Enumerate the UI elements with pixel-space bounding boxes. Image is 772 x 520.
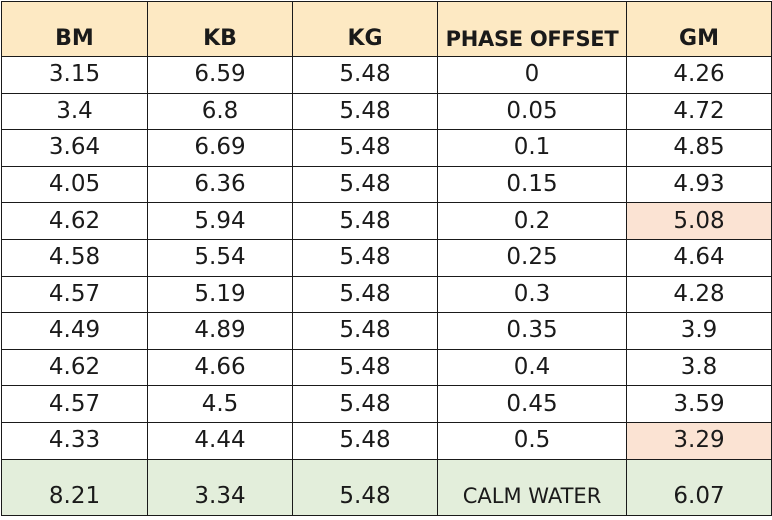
cell-phase-offset: 0.1 bbox=[437, 129, 627, 167]
cell-bm: 4.62 bbox=[1, 202, 148, 240]
cell-kg: 5.48 bbox=[292, 421, 438, 460]
cell-phase-offset: 0.5 bbox=[437, 421, 627, 460]
table-row: 4.05 6.36 5.48 0.15 4.93 bbox=[1, 165, 772, 204]
cell-phase-offset: 0 bbox=[437, 56, 627, 94]
cell-kb: 4.66 bbox=[147, 348, 293, 387]
cell-kb: 4.44 bbox=[147, 421, 293, 460]
cell-gm: 3.9 bbox=[626, 312, 772, 350]
cell-kb: 4.5 bbox=[147, 385, 293, 423]
table-row: 3.4 6.8 5.48 0.05 4.72 bbox=[1, 92, 772, 131]
cell-kg: 5.48 bbox=[292, 165, 438, 204]
cell-gm: 3.8 bbox=[626, 348, 772, 387]
cell-bm: 3.15 bbox=[1, 56, 148, 94]
table-body: 3.15 6.59 5.48 0 4.26 3.4 6.8 5.48 0.05 4.72 3.64 6… bbox=[1, 56, 772, 460]
cell-phase-offset: 0.35 bbox=[437, 312, 627, 350]
cell-kb: 6.36 bbox=[147, 165, 293, 204]
table-row: 4.58 5.54 5.48 0.25 4.64 bbox=[1, 238, 772, 277]
cell-kg: 5.48 bbox=[292, 348, 438, 387]
cell-kg: 5.48 bbox=[292, 92, 438, 131]
cell-kb: 6.59 bbox=[147, 56, 293, 94]
cell-bm: 4.57 bbox=[1, 385, 148, 423]
cell-bm: 4.58 bbox=[1, 238, 148, 277]
table-header: BM KB KG PHASE OFFSET GM bbox=[1, 1, 772, 57]
cell-phase-offset: 0.15 bbox=[437, 165, 627, 204]
table-row: 4.49 4.89 5.48 0.35 3.9 bbox=[1, 312, 772, 350]
cell-bm: 4.49 bbox=[1, 312, 148, 350]
footer-kb: 3.34 bbox=[147, 458, 293, 516]
cell-phase-offset: 0.4 bbox=[437, 348, 627, 387]
cell-gm: 3.59 bbox=[626, 385, 772, 423]
table-row: 3.15 6.59 5.48 0 4.26 bbox=[1, 56, 772, 94]
cell-bm: 4.33 bbox=[1, 421, 148, 460]
header-phase-offset: PHASE OFFSET bbox=[437, 1, 627, 57]
table-row: 4.57 4.5 5.48 0.45 3.59 bbox=[1, 385, 772, 423]
header-kg: KG bbox=[292, 1, 438, 57]
cell-kb: 4.89 bbox=[147, 312, 293, 350]
cell-gm: 3.29 bbox=[626, 421, 772, 460]
table-row: 4.57 5.19 5.48 0.3 4.28 bbox=[1, 275, 772, 314]
cell-kg: 5.48 bbox=[292, 56, 438, 94]
cell-phase-offset: 0.05 bbox=[437, 92, 627, 131]
cell-bm: 3.4 bbox=[1, 92, 148, 131]
cell-kg: 5.48 bbox=[292, 238, 438, 277]
cell-kg: 5.48 bbox=[292, 312, 438, 350]
footer-kg: 5.48 bbox=[292, 458, 438, 516]
header-row: BM KB KG PHASE OFFSET GM bbox=[1, 1, 772, 57]
cell-kg: 5.48 bbox=[292, 202, 438, 240]
cell-gm: 4.72 bbox=[626, 92, 772, 131]
table-row: 4.62 4.66 5.48 0.4 3.8 bbox=[1, 348, 772, 387]
cell-gm: 4.93 bbox=[626, 165, 772, 204]
cell-kb: 6.69 bbox=[147, 129, 293, 167]
cell-gm: 4.85 bbox=[626, 129, 772, 167]
table-row: 3.64 6.69 5.48 0.1 4.85 bbox=[1, 129, 772, 167]
cell-gm: 4.28 bbox=[626, 275, 772, 314]
cell-kg: 5.48 bbox=[292, 275, 438, 314]
header-bm: BM bbox=[1, 1, 148, 57]
footer-phase-label: CALM WATER bbox=[437, 458, 627, 516]
cell-bm: 4.05 bbox=[1, 165, 148, 204]
cell-kb: 5.19 bbox=[147, 275, 293, 314]
cell-kg: 5.48 bbox=[292, 385, 438, 423]
bottom-band bbox=[0, 515, 772, 519]
cell-phase-offset: 0.25 bbox=[437, 238, 627, 277]
cell-kb: 6.8 bbox=[147, 92, 293, 131]
cell-phase-offset: 0.45 bbox=[437, 385, 627, 423]
calm-water-row: 8.21 3.34 5.48 CALM WATER 6.07 bbox=[1, 458, 772, 516]
footer-bm: 8.21 bbox=[1, 458, 148, 516]
table-row: 4.33 4.44 5.48 0.5 3.29 bbox=[1, 421, 772, 460]
cell-bm: 4.62 bbox=[1, 348, 148, 387]
footer-gm: 6.07 bbox=[626, 458, 772, 516]
cell-bm: 3.64 bbox=[1, 129, 148, 167]
header-gm: GM bbox=[626, 1, 772, 57]
table-footer: 8.21 3.34 5.48 CALM WATER 6.07 bbox=[1, 458, 772, 516]
cell-gm: 4.26 bbox=[626, 56, 772, 94]
cell-kb: 5.94 bbox=[147, 202, 293, 240]
header-kb: KB bbox=[147, 1, 293, 57]
cell-kb: 5.54 bbox=[147, 238, 293, 277]
cell-kg: 5.48 bbox=[292, 129, 438, 167]
cell-phase-offset: 0.2 bbox=[437, 202, 627, 240]
cell-phase-offset: 0.3 bbox=[437, 275, 627, 314]
cell-gm: 5.08 bbox=[626, 202, 772, 240]
cell-bm: 4.57 bbox=[1, 275, 148, 314]
cell-gm: 4.64 bbox=[626, 238, 772, 277]
table-row: 4.62 5.94 5.48 0.2 5.08 bbox=[1, 202, 772, 240]
